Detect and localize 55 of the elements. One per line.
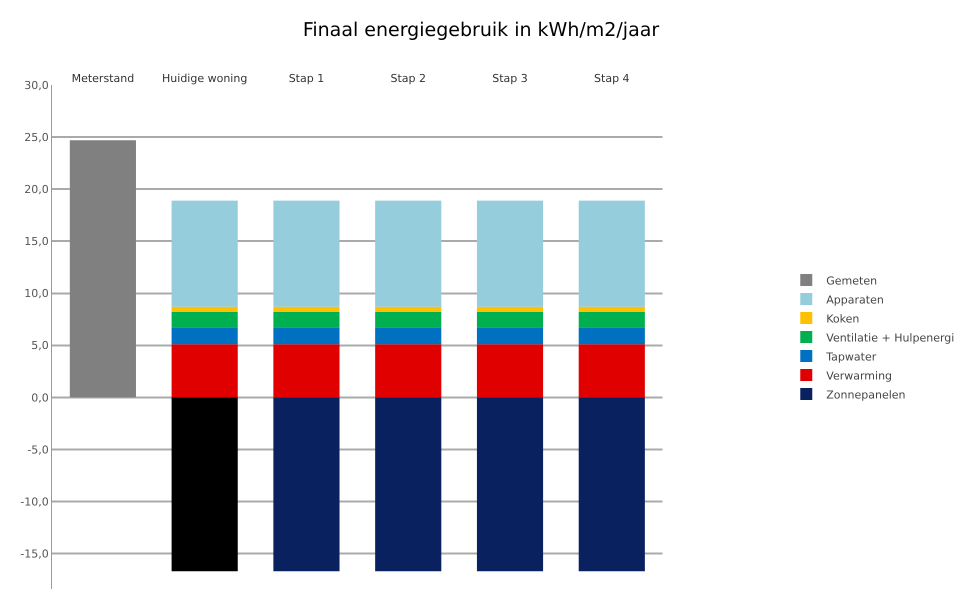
bar	[476, 344, 544, 398]
y-tick-label: 30,0	[24, 78, 49, 92]
y-tick-label: -5,0	[27, 443, 49, 456]
y-tick-label: 25,0	[24, 130, 49, 144]
bar	[172, 397, 238, 572]
bar	[476, 200, 544, 307]
bar	[172, 344, 238, 398]
chart-title: Finaal energiegebruik in kWh/m2/jaar	[302, 19, 660, 42]
bar	[375, 312, 442, 328]
bar	[172, 200, 238, 307]
y-tick-label: 0,0	[31, 391, 49, 404]
bar	[578, 397, 645, 572]
bar	[375, 306, 442, 312]
bar	[273, 397, 340, 572]
legend-label: Tapwater	[825, 350, 877, 364]
x-tick-label: Huidige woning	[162, 72, 248, 85]
x-tick-label: Stap 3	[492, 72, 528, 85]
y-tick-label: 15,0	[24, 235, 49, 248]
bar	[375, 397, 442, 572]
bar	[172, 306, 238, 312]
bar	[273, 344, 340, 398]
bar	[578, 306, 645, 312]
bar	[578, 312, 645, 328]
y-tick-label: -15,0	[20, 547, 49, 560]
y-tick-label: 20,0	[24, 182, 49, 196]
x-tick-label: Meterstand	[72, 72, 134, 85]
bar	[375, 344, 442, 398]
bar	[273, 328, 340, 344]
bar	[273, 200, 340, 307]
x-tick-label: Stap 2	[390, 72, 426, 85]
bar	[476, 312, 544, 328]
y-tick-label: 5,0	[31, 339, 49, 352]
bar	[476, 397, 544, 572]
bar	[172, 312, 238, 328]
bar	[476, 328, 544, 344]
bar	[273, 312, 340, 328]
bar	[375, 328, 442, 344]
bar	[476, 306, 544, 312]
bar	[375, 200, 442, 307]
bar	[578, 344, 645, 398]
bar	[70, 140, 136, 398]
legend-label: Zonnepanelen	[826, 388, 906, 402]
legend-label: Ventilatie + Hulpenergi	[826, 331, 954, 344]
legend-label: Apparaten	[826, 293, 884, 306]
legend-label: Verwarming	[826, 369, 892, 382]
legend-label: Koken	[826, 312, 860, 326]
x-tick-label: Stap 1	[288, 72, 324, 85]
y-tick-label: -10,0	[20, 495, 49, 508]
bar	[578, 328, 645, 344]
legend-label: Gemeten	[826, 274, 878, 288]
bar	[578, 200, 645, 307]
bar	[172, 328, 238, 344]
y-tick-label: 10,0	[24, 287, 49, 300]
x-tick-label: Stap 4	[594, 72, 630, 85]
bar	[273, 306, 340, 312]
